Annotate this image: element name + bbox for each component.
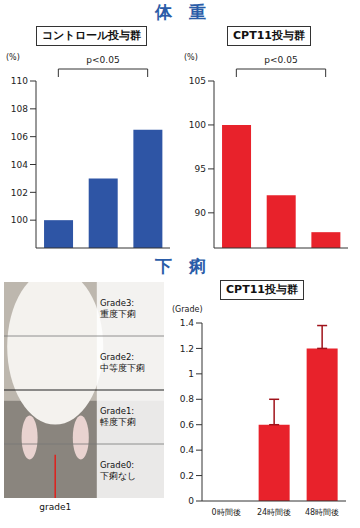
html-text:Grade2:: Grade2: bbox=[100, 352, 135, 362]
svg-text:0.8: 0.8 bbox=[180, 394, 195, 404]
svg-text:p<0.05: p<0.05 bbox=[264, 55, 297, 65]
svg-text:24時間後: 24時間後 bbox=[257, 508, 291, 517]
html-text:軽度下痢: 軽度下痢 bbox=[100, 417, 136, 427]
html-text:体 重: 体 重 bbox=[154, 2, 206, 22]
html-text:(Grade): (Grade) bbox=[172, 305, 203, 314]
svg-text:1: 1 bbox=[188, 369, 194, 379]
html-text:重度下痢: 重度下痢 bbox=[100, 309, 136, 319]
svg-text:0時間後: 0時間後 bbox=[211, 508, 240, 517]
html-text:中等度下痢: 中等度下痢 bbox=[100, 363, 145, 373]
html-text:Grade1:: Grade1: bbox=[100, 406, 135, 416]
html-text:CPT11投与群: CPT11投与群 bbox=[233, 29, 305, 42]
svg-text:p<0.05: p<0.05 bbox=[86, 55, 119, 65]
svg-text:100: 100 bbox=[11, 215, 28, 225]
svg-text:1.4: 1.4 bbox=[180, 318, 195, 328]
svg-text:1.2: 1.2 bbox=[180, 344, 194, 354]
svg-text:0.4: 0.4 bbox=[180, 445, 195, 455]
html-text:grade1: grade1 bbox=[39, 502, 72, 512]
svg-text:95: 95 bbox=[195, 164, 206, 174]
svg-text:0: 0 bbox=[188, 496, 194, 506]
svg-text:0.6: 0.6 bbox=[180, 420, 195, 430]
html-text:下痢なし: 下痢なし bbox=[100, 471, 136, 481]
svg-text:100: 100 bbox=[189, 120, 206, 130]
svg-text:104: 104 bbox=[11, 160, 28, 170]
html-text:下 痢: 下 痢 bbox=[154, 256, 206, 276]
html-text:CPT11投与群: CPT11投与群 bbox=[226, 283, 298, 296]
svg-text:110: 110 bbox=[11, 76, 28, 86]
svg-text:0.2: 0.2 bbox=[180, 471, 194, 481]
svg-text:106: 106 bbox=[11, 132, 28, 142]
html-text:Grade3:: Grade3: bbox=[100, 298, 135, 308]
svg-text:108: 108 bbox=[11, 104, 28, 114]
svg-text:48時間後: 48時間後 bbox=[305, 508, 339, 517]
svg-text:102: 102 bbox=[11, 188, 28, 198]
html-text:コントロール投与群: コントロール投与群 bbox=[41, 29, 141, 42]
svg-text:90: 90 bbox=[195, 208, 207, 218]
html-text:Grade0:: Grade0: bbox=[100, 460, 135, 470]
svg-text:105: 105 bbox=[189, 76, 206, 86]
